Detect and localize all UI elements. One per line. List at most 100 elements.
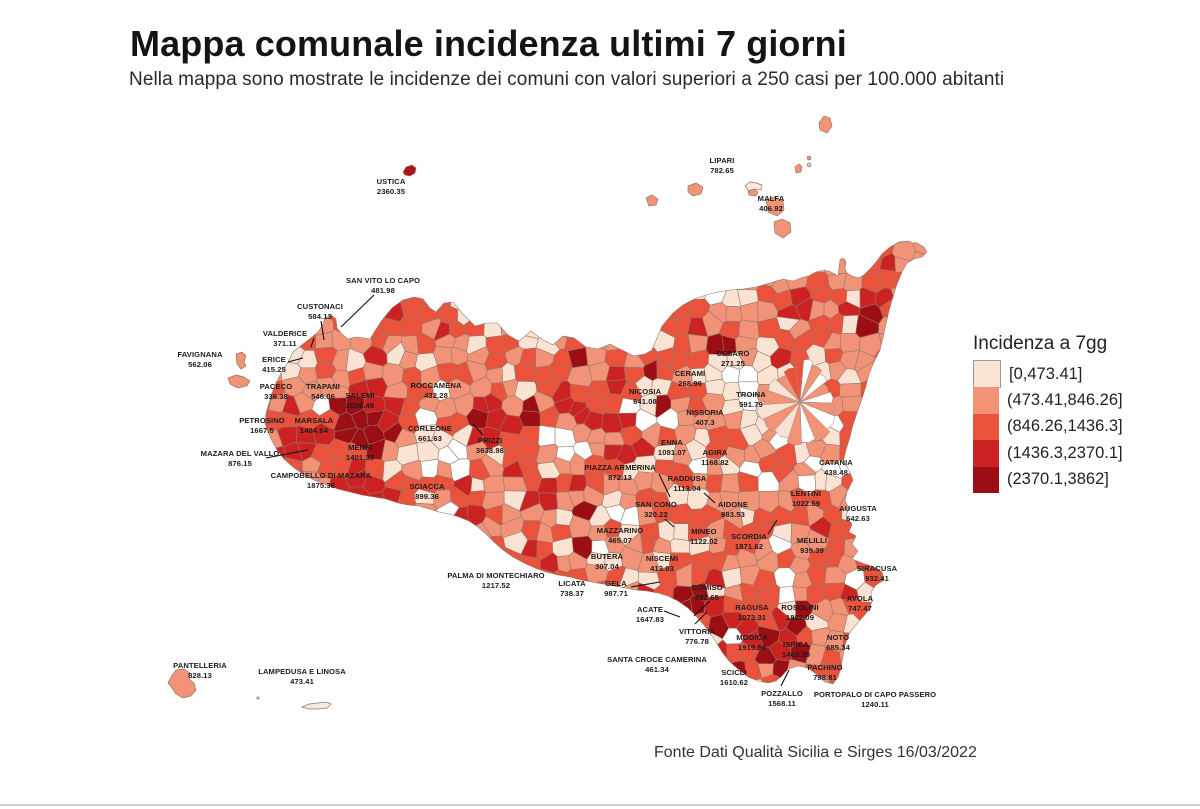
svg-text:ERICE: ERICE (262, 355, 286, 364)
svg-text:PORTOPALO DI CAPO PASSERO: PORTOPALO DI CAPO PASSERO (814, 690, 936, 699)
svg-text:MINEO: MINEO (691, 527, 716, 536)
svg-text:892.65: 892.65 (695, 593, 720, 602)
svg-text:PRIZZI: PRIZZI (478, 436, 503, 445)
svg-text:PANTELLERIA: PANTELLERIA (173, 661, 227, 670)
svg-text:1463.39: 1463.39 (782, 650, 810, 659)
svg-text:MAZARA DEL VALLO: MAZARA DEL VALLO (201, 449, 280, 458)
svg-text:CORLEONE: CORLEONE (408, 424, 452, 433)
svg-text:782.65: 782.65 (710, 166, 735, 175)
svg-text:798.81: 798.81 (813, 673, 838, 682)
svg-text:NICOSIA: NICOSIA (629, 387, 662, 396)
svg-text:683.53: 683.53 (721, 510, 745, 519)
svg-text:1871.62: 1871.62 (735, 542, 763, 551)
svg-text:MENFI: MENFI (348, 443, 372, 452)
svg-text:MAZZARINO: MAZZARINO (597, 526, 643, 535)
svg-text:SCORDIA: SCORDIA (731, 532, 767, 541)
svg-text:584.13: 584.13 (308, 312, 332, 321)
svg-text:BUTERA: BUTERA (591, 552, 624, 561)
svg-text:641.08: 641.08 (633, 397, 657, 406)
svg-text:1401.35: 1401.35 (346, 453, 375, 462)
svg-text:CERAMI: CERAMI (675, 369, 706, 378)
svg-text:1122.02: 1122.02 (690, 537, 718, 546)
svg-text:1217.52: 1217.52 (482, 581, 510, 590)
svg-text:661.63: 661.63 (418, 434, 442, 443)
svg-text:876.15: 876.15 (228, 459, 253, 468)
svg-text:RAGUSA: RAGUSA (735, 603, 769, 612)
svg-text:MARSALA: MARSALA (295, 416, 334, 425)
svg-text:CATANIA: CATANIA (819, 458, 853, 467)
svg-text:268.96: 268.96 (678, 379, 702, 388)
svg-text:415.25: 415.25 (262, 365, 287, 374)
svg-text:ROSOLINI: ROSOLINI (781, 603, 819, 612)
svg-text:MALFA: MALFA (758, 194, 785, 203)
svg-text:PACHINO: PACHINO (807, 663, 842, 672)
svg-text:899.36: 899.36 (415, 492, 439, 501)
svg-text:1568.11: 1568.11 (768, 699, 796, 708)
svg-text:TRAPANI: TRAPANI (306, 382, 340, 391)
svg-text:747.47: 747.47 (848, 604, 872, 613)
svg-text:AUGUSTA: AUGUSTA (839, 504, 877, 513)
svg-text:685.34: 685.34 (826, 643, 851, 652)
svg-text:AVOLA: AVOLA (847, 594, 874, 603)
svg-text:1168.82: 1168.82 (701, 458, 729, 467)
svg-text:461.34: 461.34 (645, 665, 670, 674)
svg-text:NISSORIA: NISSORIA (686, 408, 724, 417)
svg-text:PACECO: PACECO (260, 382, 293, 391)
svg-text:1667.5: 1667.5 (250, 426, 275, 435)
svg-text:CESARO: CESARO (716, 349, 749, 358)
svg-text:LIPARI: LIPARI (710, 156, 735, 165)
svg-text:PIAZZA ARMERINA: PIAZZA ARMERINA (584, 463, 656, 472)
svg-text:GELA: GELA (605, 579, 627, 588)
svg-text:SALEMI: SALEMI (345, 391, 374, 400)
svg-text:CUSTONACI: CUSTONACI (297, 302, 343, 311)
svg-text:438.48: 438.48 (824, 468, 848, 477)
svg-text:987.71: 987.71 (604, 589, 629, 598)
svg-text:1113.04: 1113.04 (673, 484, 701, 493)
svg-text:546.06: 546.06 (311, 392, 335, 401)
svg-text:1022.59: 1022.59 (792, 499, 820, 508)
svg-text:307.04: 307.04 (595, 562, 620, 571)
svg-text:1240.11: 1240.11 (861, 700, 889, 709)
svg-text:VALDERICE: VALDERICE (263, 329, 307, 338)
svg-text:NOTO: NOTO (827, 633, 849, 642)
svg-text:SCIACCA: SCIACCA (409, 482, 445, 491)
svg-text:NISCEMI: NISCEMI (646, 554, 678, 563)
svg-text:1647.83: 1647.83 (636, 615, 664, 624)
svg-text:2056.48: 2056.48 (346, 401, 374, 410)
svg-text:ACATE: ACATE (637, 605, 663, 614)
svg-text:1875.38: 1875.38 (307, 481, 335, 490)
svg-text:776.78: 776.78 (685, 637, 709, 646)
svg-text:USTICA: USTICA (377, 177, 406, 186)
svg-text:2360.35: 2360.35 (377, 187, 406, 196)
svg-text:POZZALLO: POZZALLO (761, 689, 803, 698)
svg-text:PETROSINO: PETROSINO (239, 416, 285, 425)
svg-text:1404.64: 1404.64 (300, 426, 329, 435)
svg-text:SIRACUSA: SIRACUSA (857, 564, 898, 573)
svg-text:LAMPEDUSA E LINOSA: LAMPEDUSA E LINOSA (258, 667, 346, 676)
svg-text:ROCCAMENA: ROCCAMENA (410, 381, 462, 390)
svg-text:336.38: 336.38 (264, 392, 288, 401)
svg-text:432.28: 432.28 (424, 391, 448, 400)
svg-text:481.98: 481.98 (371, 286, 395, 295)
svg-text:413.03: 413.03 (650, 564, 674, 573)
svg-text:RADDUSA: RADDUSA (668, 474, 707, 483)
svg-text:CAMPOBELLO DI MAZARA: CAMPOBELLO DI MAZARA (271, 471, 372, 480)
svg-text:872.13: 872.13 (608, 473, 632, 482)
svg-text:407.3: 407.3 (695, 418, 715, 427)
svg-text:ENNA: ENNA (661, 438, 683, 447)
svg-text:AIDONE: AIDONE (718, 500, 748, 509)
svg-text:939.39: 939.39 (800, 546, 824, 555)
svg-text:SAN VITO LO CAPO: SAN VITO LO CAPO (346, 276, 420, 285)
svg-text:VITTORIA: VITTORIA (679, 627, 716, 636)
svg-text:1073.31: 1073.31 (738, 613, 767, 622)
svg-text:FAVIGNANA: FAVIGNANA (177, 350, 222, 359)
svg-text:320.22: 320.22 (644, 510, 668, 519)
svg-text:473.41: 473.41 (290, 677, 315, 686)
svg-text:932.41: 932.41 (865, 574, 890, 583)
svg-text:MELILLI: MELILLI (797, 536, 827, 545)
svg-text:SCICLI: SCICLI (721, 668, 747, 677)
svg-text:642.63: 642.63 (846, 514, 870, 523)
svg-text:1081.07: 1081.07 (658, 448, 686, 457)
svg-text:LICATA: LICATA (558, 579, 586, 588)
svg-text:1919.56: 1919.56 (738, 643, 766, 652)
